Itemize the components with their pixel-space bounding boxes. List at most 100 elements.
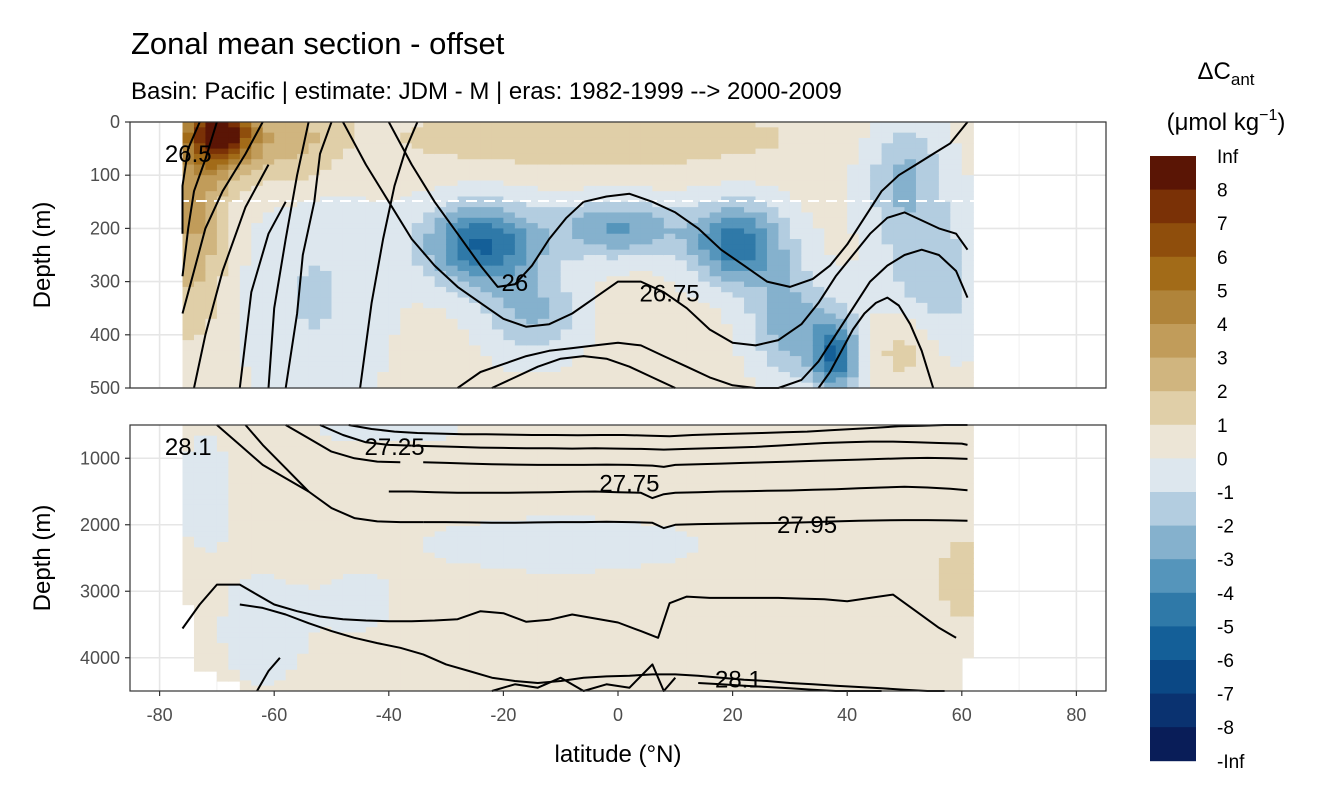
field-cell (285, 148, 298, 155)
field-cell (446, 520, 459, 527)
field-cell (606, 233, 619, 240)
field-cell (434, 456, 447, 463)
field-cell (457, 159, 470, 166)
field-cell (457, 536, 470, 543)
field-cell (193, 329, 207, 336)
field-cell (274, 621, 287, 628)
field-cell (457, 456, 470, 463)
field-cell (377, 345, 390, 352)
field-cell (801, 361, 814, 368)
field-cell (216, 547, 229, 554)
field-cell (331, 488, 344, 495)
field-cell (251, 132, 264, 139)
field-cell (308, 260, 321, 267)
field-cell (446, 356, 459, 362)
field-cell (400, 456, 413, 463)
field-cell (274, 504, 287, 511)
field-cell (663, 350, 676, 357)
field-cell (732, 260, 745, 267)
field-cell (331, 372, 344, 378)
field-cell (216, 255, 229, 261)
field-cell (365, 627, 378, 634)
field-cell (526, 276, 539, 283)
field-cell (205, 488, 218, 495)
field-cell (480, 456, 493, 463)
field-cell (801, 292, 814, 299)
field-cell (216, 510, 229, 517)
field-cell (778, 239, 791, 245)
field-cell (434, 435, 447, 442)
field-cell (239, 526, 252, 532)
field-cell (881, 180, 894, 187)
field-cell (961, 318, 974, 325)
field-cell (503, 435, 516, 442)
field-cell (251, 382, 264, 389)
field-cell (365, 685, 378, 692)
field-cell (801, 233, 814, 240)
field-cell (320, 440, 333, 447)
field-cell (629, 313, 642, 320)
field-cell (354, 563, 367, 570)
field-cell (514, 340, 527, 347)
field-cell (709, 148, 722, 155)
field-cell (205, 302, 218, 309)
field-cell (514, 297, 527, 304)
field-cell (400, 446, 413, 453)
field-cell (446, 499, 459, 506)
field-cell (927, 201, 940, 208)
field-cell (812, 334, 825, 341)
field-cell (400, 499, 413, 506)
field-cell (377, 456, 390, 463)
field-cell (652, 169, 665, 176)
field-cell (766, 329, 780, 336)
field-cell (434, 244, 447, 251)
field-cell (755, 313, 768, 320)
field-cell (927, 292, 940, 299)
field-cell (205, 255, 218, 261)
field-cell (961, 297, 974, 304)
field-cell (411, 451, 424, 458)
field-cell (251, 600, 264, 607)
field-cell (618, 372, 631, 378)
field-cell (537, 350, 550, 357)
field-cell (354, 467, 367, 474)
field-cell (709, 185, 722, 192)
field-cell (320, 286, 333, 293)
field-cell (297, 276, 310, 283)
field-cell (434, 632, 447, 639)
field-cell (835, 196, 848, 203)
field-cell (377, 664, 390, 671)
field-cell (686, 377, 699, 384)
field-cell (629, 361, 642, 368)
field-cell (881, 159, 894, 166)
field-cell (274, 340, 287, 347)
field-cell (778, 297, 791, 304)
field-cell (400, 180, 413, 187)
field-cell (480, 446, 493, 453)
field-cell (228, 595, 241, 602)
field-cell (274, 122, 287, 128)
field-cell (606, 270, 619, 277)
field-cell (778, 201, 791, 208)
field-cell (904, 207, 917, 214)
field-cell (904, 372, 917, 378)
field-cell (595, 180, 608, 187)
field-cell (698, 382, 711, 389)
field-cell (858, 212, 871, 219)
field-cell (388, 212, 401, 219)
field-cell (950, 122, 963, 128)
field-cell (182, 265, 195, 272)
field-cell (274, 637, 287, 644)
field-cell (262, 531, 275, 538)
field-cell (675, 137, 688, 144)
field-cell (228, 542, 241, 548)
field-cell (709, 244, 722, 251)
field-cell (606, 212, 619, 219)
field-cell (927, 356, 940, 362)
field-cell (835, 122, 848, 128)
field-cell (205, 191, 218, 198)
field-cell (182, 488, 195, 495)
field-cell (262, 542, 275, 548)
field-cell (721, 153, 734, 160)
field-cell (297, 478, 310, 485)
